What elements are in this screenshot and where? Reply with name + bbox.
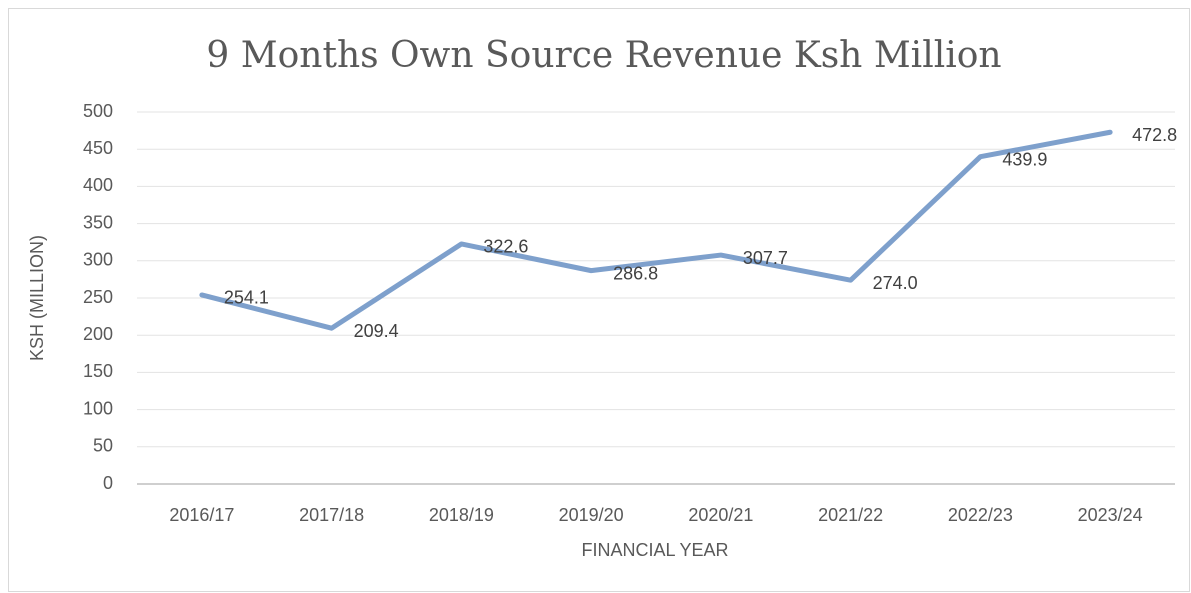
y-tick-label: 250	[83, 287, 113, 307]
data-label: 274.0	[873, 273, 918, 293]
chart-border	[8, 8, 1190, 592]
data-label: 322.6	[483, 237, 528, 257]
y-tick-label: 100	[83, 398, 113, 418]
x-tick-label: 2017/18	[299, 505, 364, 525]
x-tick-label: 2023/24	[1078, 505, 1143, 525]
chart-title: 9 Months Own Source Revenue Ksh Million	[206, 35, 1001, 76]
x-tick-label: 2021/22	[818, 505, 883, 525]
y-tick-label: 450	[83, 138, 113, 158]
y-tick-label: 400	[83, 175, 113, 195]
data-line	[199, 129, 1113, 331]
x-tick-label: 2020/21	[688, 505, 753, 525]
y-tick-label: 200	[83, 324, 113, 344]
x-tick-label: 2022/23	[948, 505, 1013, 525]
data-label: 439.9	[1002, 149, 1047, 169]
x-tick-label: 2019/20	[559, 505, 624, 525]
y-tick-label: 500	[83, 101, 113, 121]
data-label: 209.4	[354, 321, 399, 341]
data-label: 472.8	[1132, 125, 1177, 145]
y-axis-label: KSH (MILLION)	[27, 235, 47, 361]
x-tick-label: 2016/17	[169, 505, 234, 525]
data-label: 286.8	[613, 263, 658, 283]
x-axis-label: FINANCIAL YEAR	[581, 540, 728, 560]
data-label: 307.7	[743, 248, 788, 268]
data-label: 254.1	[224, 288, 269, 308]
y-tick-label: 300	[83, 250, 113, 270]
y-tick-label: 50	[93, 436, 113, 456]
y-tick-label: 150	[83, 361, 113, 381]
y-tick-label: 350	[83, 212, 113, 232]
x-tick-label: 2018/19	[429, 505, 494, 525]
y-tick-label: 0	[103, 473, 113, 493]
